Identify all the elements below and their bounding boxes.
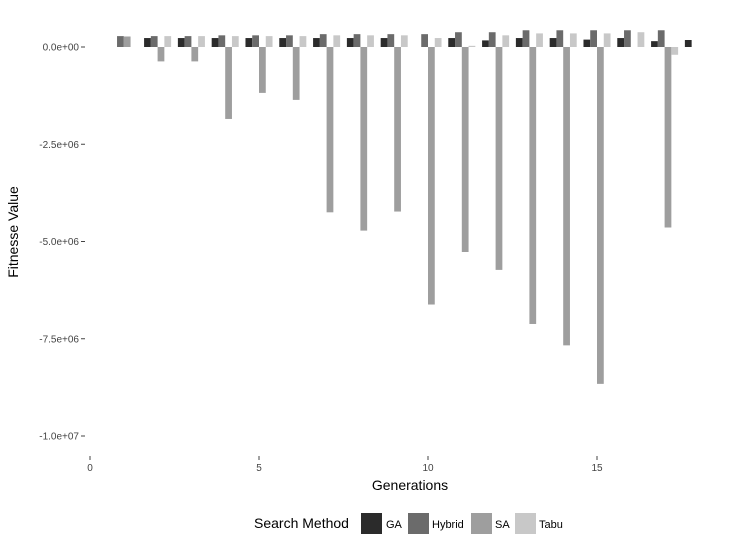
bar-sa-gen-3 bbox=[191, 47, 199, 62]
bar-hybrid-gen-3 bbox=[184, 36, 192, 47]
bar-sa-gen-17 bbox=[664, 47, 672, 228]
bar-tabu-gen-9 bbox=[400, 35, 408, 47]
y-tick-label: -2.5e+06 bbox=[39, 140, 79, 151]
bar-sa-gen-8 bbox=[360, 47, 368, 231]
legend-swatch-hybrid bbox=[408, 513, 429, 534]
bar-hybrid-gen-8 bbox=[353, 34, 361, 47]
x-tick-label: 10 bbox=[422, 463, 434, 474]
bar-hybrid-gen-2 bbox=[150, 36, 158, 47]
bar-ga-gen-2 bbox=[144, 38, 151, 47]
legend-label-hybrid: Hybrid bbox=[432, 519, 464, 531]
bar-sa-gen-15 bbox=[597, 47, 604, 384]
bar-hybrid-gen-17 bbox=[657, 30, 665, 47]
bar-hybrid-gen-13 bbox=[522, 30, 530, 47]
bar-hybrid-gen-6 bbox=[286, 35, 293, 47]
legend-swatch-ga bbox=[361, 513, 382, 534]
legend: Search Method GA Hybrid SA Tabu bbox=[254, 513, 563, 534]
bar-ga-gen-6 bbox=[279, 38, 287, 47]
bar-hybrid-gen-14 bbox=[556, 30, 564, 47]
legend-swatch-tabu bbox=[515, 513, 536, 534]
bar-hybrid-gen-7 bbox=[319, 34, 327, 47]
bar-sa-gen-7 bbox=[326, 47, 334, 213]
bar-sa-gen-13 bbox=[529, 47, 537, 324]
bar-tabu-gen-11 bbox=[468, 45, 476, 47]
bar-tabu-gen-10 bbox=[434, 38, 442, 47]
y-tick-label: 0.0e+00 bbox=[43, 43, 80, 54]
bar-ga-gen-13 bbox=[515, 38, 523, 47]
bar-tabu-gen-15 bbox=[603, 33, 611, 47]
y-tick-label: -5.0e+06 bbox=[39, 237, 79, 248]
bar-ga-gen-16 bbox=[617, 38, 625, 47]
bar-tabu-gen-13 bbox=[536, 33, 543, 47]
x-axis-title: Generations bbox=[372, 477, 448, 493]
bar-tabu-gen-7 bbox=[333, 35, 341, 47]
y-axis-title: Fitnesse Value bbox=[5, 186, 21, 278]
bar-sa-gen-10 bbox=[428, 47, 435, 305]
x-tick-label: 15 bbox=[591, 463, 603, 474]
bar-sa-gen-5 bbox=[259, 47, 266, 93]
y-tick-label: -7.5e+06 bbox=[39, 334, 79, 345]
bar-tabu-gen-4 bbox=[231, 36, 239, 47]
x-tick-label: 0 bbox=[87, 463, 93, 474]
bar-ga-gen-5 bbox=[245, 38, 253, 47]
bar-ga-gen-8 bbox=[346, 38, 354, 47]
bar-tabu-gen-5 bbox=[265, 36, 273, 47]
bar-tabu-gen-16 bbox=[637, 32, 645, 47]
bar-hybrid-gen-1 bbox=[117, 36, 124, 47]
bar-hybrid-gen-5 bbox=[252, 35, 259, 47]
legend-label-sa: SA bbox=[495, 519, 510, 531]
legend-title: Search Method bbox=[254, 515, 349, 531]
bar-ga-gen-11 bbox=[448, 38, 456, 47]
bar-hybrid-gen-10 bbox=[421, 34, 428, 47]
legend-label-ga: GA bbox=[386, 519, 403, 531]
bar-hybrid-gen-12 bbox=[488, 32, 496, 47]
plot-area bbox=[117, 30, 692, 384]
axes: 0.0e+00 -2.5e+06 -5.0e+06 -7.5e+06 -1.0e+07 0… bbox=[39, 43, 603, 475]
bar-tabu-gen-14 bbox=[569, 33, 577, 47]
bar-ga-gen-4 bbox=[211, 38, 219, 47]
bar-ga-gen-17 bbox=[651, 41, 658, 47]
bar-tabu-gen-17 bbox=[671, 47, 679, 55]
bar-hybrid-gen-4 bbox=[218, 35, 226, 47]
bar-hybrid-gen-9 bbox=[387, 34, 395, 47]
bar-sa-gen-6 bbox=[292, 47, 300, 100]
bar-ga-gen-12 bbox=[482, 40, 489, 47]
bar-sa-gen-1 bbox=[123, 36, 131, 47]
y-tick-label: -1.0e+07 bbox=[39, 432, 79, 443]
bar-sa-gen-11 bbox=[461, 47, 469, 252]
bar-hybrid-gen-16 bbox=[624, 30, 631, 47]
bar-ga-gen-18 bbox=[684, 40, 692, 47]
bar-tabu-gen-6 bbox=[299, 36, 307, 47]
bar-tabu-gen-2 bbox=[164, 36, 172, 47]
bar-ga-gen-3 bbox=[177, 38, 185, 47]
legend-swatch-sa bbox=[471, 513, 492, 534]
x-tick-label: 5 bbox=[256, 463, 262, 474]
bar-tabu-gen-3 bbox=[198, 36, 205, 47]
bar-sa-gen-9 bbox=[394, 47, 401, 212]
bar-hybrid-gen-11 bbox=[455, 32, 462, 47]
bar-sa-gen-4 bbox=[225, 47, 232, 119]
bar-ga-gen-14 bbox=[549, 38, 557, 47]
legend-label-tabu: Tabu bbox=[539, 519, 563, 531]
bar-sa-gen-2 bbox=[157, 47, 165, 62]
bar-tabu-gen-12 bbox=[502, 35, 510, 47]
bar-ga-gen-7 bbox=[313, 38, 320, 47]
bar-sa-gen-14 bbox=[563, 47, 570, 346]
bar-ga-gen-9 bbox=[380, 38, 388, 47]
bar-sa-gen-12 bbox=[495, 47, 503, 270]
bar-hybrid-gen-15 bbox=[590, 30, 597, 47]
bar-ga-gen-15 bbox=[583, 39, 591, 47]
bar-tabu-gen-8 bbox=[367, 35, 374, 47]
